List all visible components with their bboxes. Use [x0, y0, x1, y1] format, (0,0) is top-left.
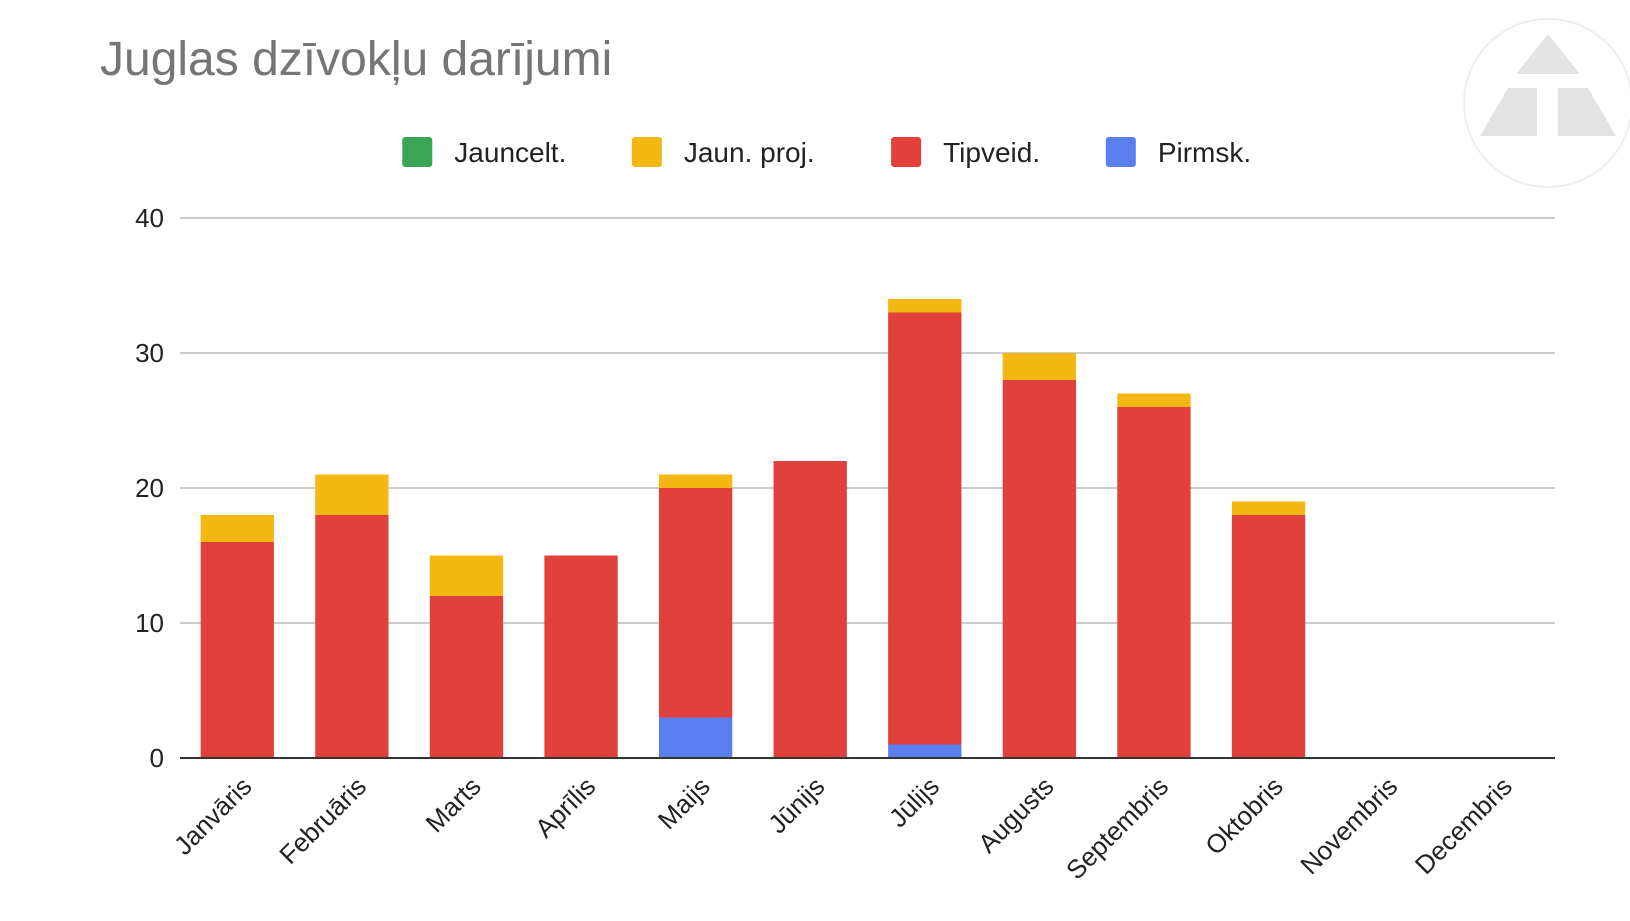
y-tick-label: 20	[135, 473, 164, 503]
legend-item: Jauncelt.	[402, 137, 566, 168]
x-axis-ticks: Janvāris Februāris Marts Aprīlis Maijs Jūnijs…	[168, 771, 1518, 885]
bar-segment	[658, 717, 733, 758]
x-tick-label: Aprīlis	[529, 771, 601, 843]
x-tick-label: Augusts	[972, 771, 1060, 859]
bar-segment	[1117, 407, 1191, 758]
bar-segment	[888, 744, 962, 758]
legend-label: Jaun. proj.	[684, 137, 815, 168]
y-tick-label: 10	[135, 608, 164, 638]
bar-segment	[1117, 393, 1191, 407]
legend-label: Pirmsk.	[1158, 137, 1251, 168]
bar-segment	[544, 555, 618, 758]
legend-swatch	[402, 137, 433, 167]
bar-segment	[315, 515, 389, 758]
legend-swatch	[1105, 137, 1136, 167]
legend-item: Pirmsk.	[1105, 137, 1251, 168]
bar-segment	[1002, 353, 1077, 380]
bar-segment	[200, 542, 274, 758]
x-tick-label: Novembris	[1294, 771, 1403, 880]
x-tick-label: Septembris	[1060, 771, 1174, 885]
y-tick-label: 40	[135, 203, 164, 233]
legend-label: Jauncelt.	[454, 137, 566, 168]
y-axis-ticks: 0 10 20 30 40	[135, 203, 164, 773]
legend: Jauncelt. Jaun. proj. Tipveid. Pirmsk.	[402, 137, 1251, 168]
x-tick-label: Janvāris	[168, 771, 258, 861]
legend-item: Tipveid.	[891, 137, 1040, 168]
bar-segment	[658, 474, 733, 488]
legend-swatch	[631, 137, 662, 167]
x-tick-label: Jūlijs	[883, 771, 945, 833]
bar-segment	[773, 461, 847, 758]
bar-segment	[1231, 501, 1306, 515]
x-tick-label: Jūnijs	[762, 771, 830, 839]
bar-segment	[1002, 380, 1077, 758]
legend-label: Tipveid.	[943, 137, 1040, 168]
y-tick-label: 0	[150, 743, 164, 773]
x-tick-label: Decembris	[1409, 771, 1518, 880]
bar-segment	[429, 596, 504, 758]
gridlines	[180, 217, 1555, 624]
bars	[200, 299, 1306, 758]
bar-segment	[658, 488, 733, 718]
legend-item: Jaun. proj.	[631, 137, 815, 168]
y-tick-label: 30	[135, 338, 164, 368]
bar-segment	[200, 515, 274, 542]
bar-segment	[429, 555, 504, 596]
bar-segment	[1231, 515, 1306, 758]
legend-swatch	[891, 137, 922, 167]
x-tick-label: Februāris	[273, 771, 372, 870]
bar-segment	[315, 474, 389, 515]
triangle-logo-icon	[1463, 18, 1630, 188]
x-tick-label: Oktobris	[1199, 771, 1289, 861]
chart-title: Juglas dzīvokļu darījumi	[100, 33, 613, 86]
x-tick-label: Marts	[420, 771, 487, 838]
bar-segment	[888, 299, 962, 313]
bar-segment	[888, 312, 962, 745]
x-tick-label: Maijs	[652, 771, 716, 835]
